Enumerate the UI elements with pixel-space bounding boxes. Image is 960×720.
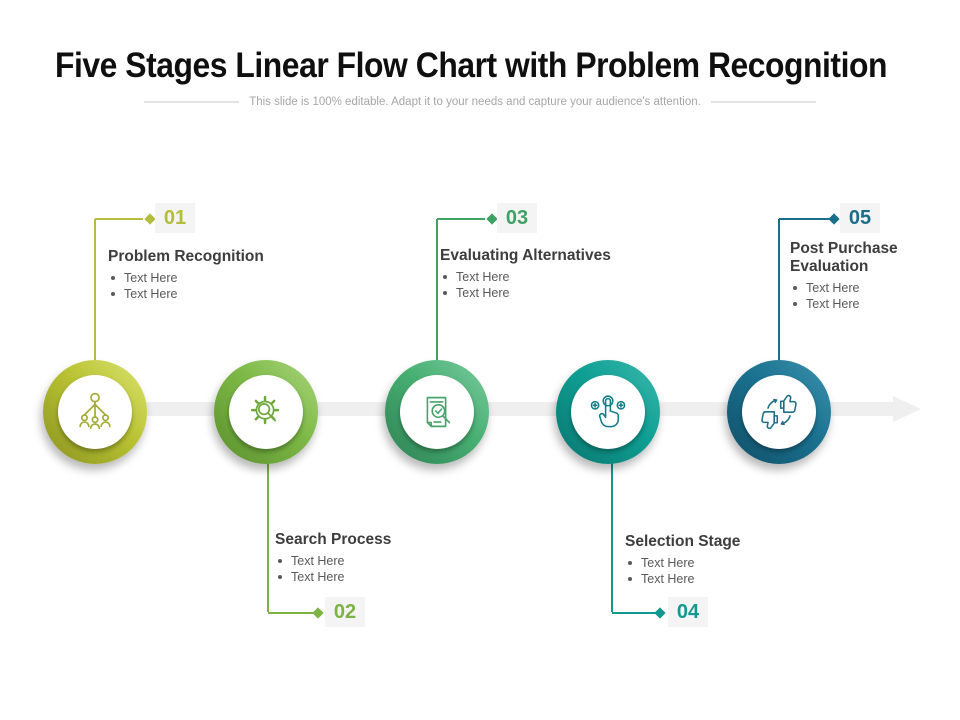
stage5-number: 05 xyxy=(848,206,872,229)
stage5-text-block: Post Purchase Evaluation Text Here Text … xyxy=(790,240,915,312)
bullet-dot-icon xyxy=(793,286,797,290)
bullet-text: Text Here xyxy=(291,554,345,568)
bullet-text: Text Here xyxy=(806,281,860,295)
bullet-text: Text Here xyxy=(456,286,510,300)
stage4-diamond-icon xyxy=(654,607,666,619)
slide-subtitle: This slide is 100% editable. Adapt it to… xyxy=(249,96,701,108)
stage1-title: Problem Recognition xyxy=(108,248,264,265)
stage4-connector-vertical xyxy=(611,463,613,612)
stage1-number-badge: 01 xyxy=(155,203,195,233)
bullet-dot-icon xyxy=(628,577,632,581)
timeline-arrowhead-icon xyxy=(893,396,921,422)
stage1-circle-inner xyxy=(58,375,132,449)
stage5-connector-vertical xyxy=(778,219,780,361)
bullet-dot-icon xyxy=(443,291,447,295)
org-hierarchy-icon xyxy=(79,392,111,430)
tap-select-icon xyxy=(590,395,626,428)
bullet-item: Text Here xyxy=(440,269,630,285)
stage2-connector-vertical xyxy=(267,463,269,612)
stage5-title: Post Purchase Evaluation xyxy=(790,240,898,275)
page-title: Five Stages Linear Flow Chart with Probl… xyxy=(55,46,887,85)
stage1-number: 01 xyxy=(163,206,187,229)
stage2-circle xyxy=(214,360,318,464)
stage2-connector-horizontal xyxy=(268,612,314,614)
stage1-connector-horizontal xyxy=(95,218,143,220)
stage2-circle-inner xyxy=(229,375,303,449)
bullet-text: Text Here xyxy=(456,270,510,284)
stage3-circle xyxy=(385,360,489,464)
gear-magnifier-icon xyxy=(250,395,280,425)
bullet-text: Text Here xyxy=(806,297,860,311)
stage5-number-badge: 05 xyxy=(840,203,880,233)
stage4-number-badge: 04 xyxy=(668,597,708,627)
stage3-title: Evaluating Alternatives xyxy=(440,247,611,264)
bullet-item: Text Here xyxy=(275,569,445,585)
bullet-text: Text Here xyxy=(641,556,695,570)
stage2-number-badge: 02 xyxy=(325,597,365,627)
bullet-text: Text Here xyxy=(641,572,695,586)
bullet-item: Text Here xyxy=(790,296,915,312)
bullet-dot-icon xyxy=(111,276,115,280)
stage5-circle xyxy=(727,360,831,464)
stage4-circle xyxy=(556,360,660,464)
bullet-item: Text Here xyxy=(275,553,445,569)
stage2-diamond-icon xyxy=(312,607,324,619)
subtitle-rule-left xyxy=(144,101,240,103)
stage2-title: Search Process xyxy=(275,531,392,548)
stage3-connector-horizontal xyxy=(437,218,485,220)
stage4-connector-horizontal xyxy=(612,612,656,614)
stage4-number: 04 xyxy=(676,600,700,623)
stage1-text-block: Problem Recognition Text Here Text Here xyxy=(108,248,288,302)
stage3-number-badge: 03 xyxy=(497,203,537,233)
bullet-dot-icon xyxy=(278,575,282,579)
bullet-dot-icon xyxy=(793,302,797,306)
stage5-diamond-icon xyxy=(828,213,840,225)
stage4-text-block: Selection Stage Text Here Text Here xyxy=(625,533,795,587)
stage1-circle xyxy=(43,360,147,464)
stage2-number: 02 xyxy=(333,600,357,623)
stage5-connector-horizontal xyxy=(779,218,829,220)
bullet-item: Text Here xyxy=(108,286,288,302)
bullet-dot-icon xyxy=(278,559,282,563)
stage3-number: 03 xyxy=(505,206,529,229)
stage3-text-block: Evaluating Alternatives Text Here Text H… xyxy=(440,247,630,301)
bullet-text: Text Here xyxy=(124,287,178,301)
bullet-dot-icon xyxy=(628,561,632,565)
bullet-dot-icon xyxy=(443,275,447,279)
bullet-item: Text Here xyxy=(440,285,630,301)
subtitle-row: This slide is 100% editable. Adapt it to… xyxy=(0,96,960,108)
stage2-text-block: Search Process Text Here Text Here xyxy=(275,531,445,585)
bullet-item: Text Here xyxy=(625,555,795,571)
stage1-connector-vertical xyxy=(94,219,96,361)
bullet-item: Text Here xyxy=(625,571,795,587)
bullet-item: Text Here xyxy=(108,270,288,286)
stage4-circle-inner xyxy=(571,375,645,449)
subtitle-rule-right xyxy=(710,101,816,103)
stage1-diamond-icon xyxy=(144,213,156,225)
bullet-text: Text Here xyxy=(124,271,178,285)
bullet-item: Text Here xyxy=(790,280,915,296)
stage4-title: Selection Stage xyxy=(625,533,741,550)
stage3-circle-inner xyxy=(400,375,474,449)
document-check-magnifier-icon xyxy=(426,396,451,428)
bullet-dot-icon xyxy=(111,292,115,296)
stage3-diamond-icon xyxy=(486,213,498,225)
thumbs-feedback-icon xyxy=(761,394,797,430)
stage5-circle-inner xyxy=(742,375,816,449)
stage3-connector-vertical xyxy=(436,219,438,361)
bullet-text: Text Here xyxy=(291,570,345,584)
